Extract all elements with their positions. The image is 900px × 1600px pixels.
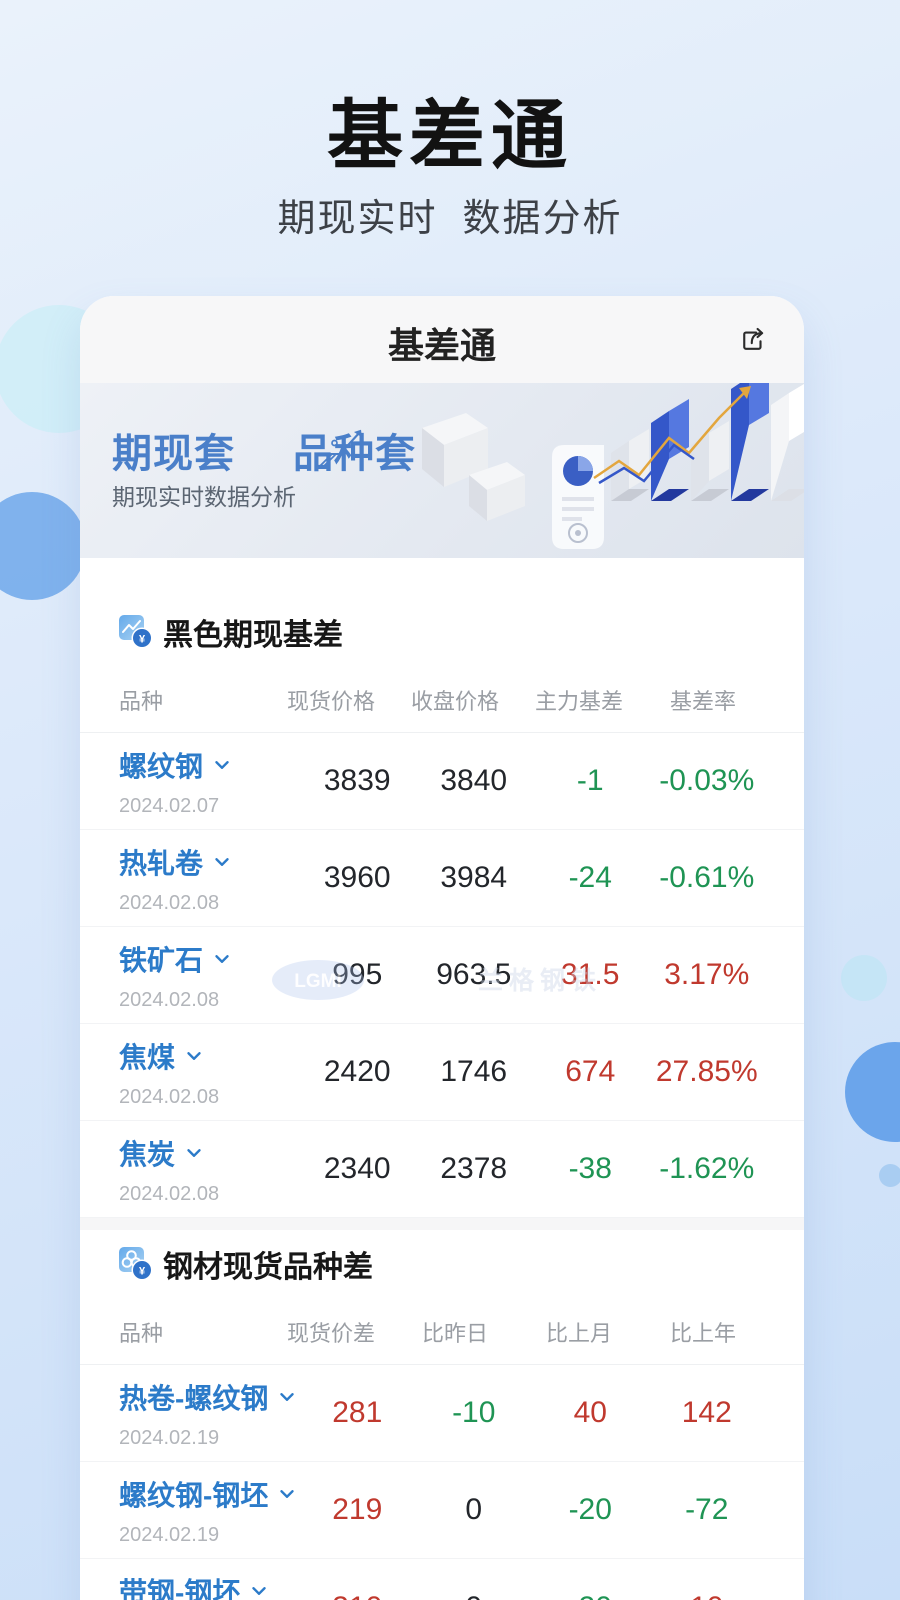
- svg-text:¥: ¥: [139, 634, 146, 646]
- svg-text:LGMI: LGMI: [294, 971, 342, 992]
- svg-text:¥: ¥: [139, 1266, 146, 1278]
- svg-text:兰格钢铁: 兰格钢铁: [478, 966, 602, 995]
